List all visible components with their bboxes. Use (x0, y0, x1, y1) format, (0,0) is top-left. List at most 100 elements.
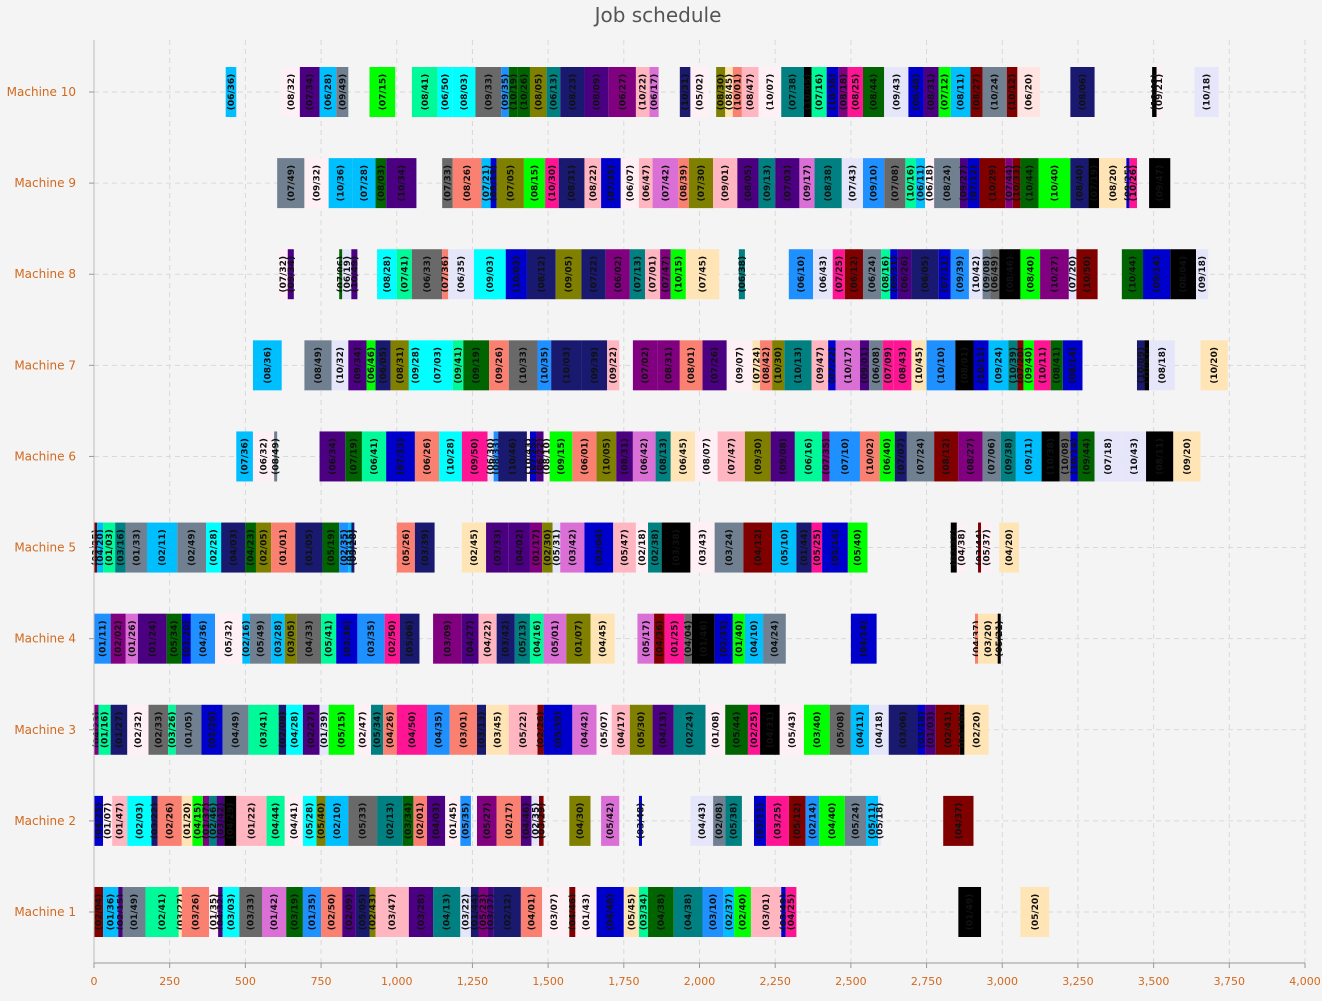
task-rect (319, 704, 329, 755)
task-label: (05/24) (851, 803, 861, 840)
task-bar: (07/19) (345, 431, 362, 482)
task-label: (10/15) (674, 256, 684, 293)
task-bar: (02/10) (325, 795, 349, 846)
x-tick-label: 2,750 (911, 975, 943, 988)
task-label: (09/44) (1082, 438, 1092, 475)
task-rect (399, 613, 420, 664)
task-label: (03/45) (493, 711, 503, 748)
task-label: (08/45) (725, 74, 735, 111)
task-bar: (03/25) (92, 522, 102, 573)
task-bar: (06/50) (437, 67, 453, 117)
task-bar: (03/34) (402, 795, 414, 846)
task-bar: (10/03) (551, 340, 582, 391)
task-bar: (06/26) (897, 249, 912, 300)
task-bar: (03/10) (702, 887, 724, 937)
task-bar: (04/31) (760, 704, 780, 755)
task-label: (07/20) (1016, 347, 1026, 384)
task-rect (271, 522, 296, 573)
task-label: (09/43) (892, 74, 902, 111)
task-rect (803, 704, 830, 755)
task-bar: (01/11) (94, 613, 111, 664)
task-bar: (08/36) (252, 340, 282, 391)
task-label: (04/26) (386, 711, 396, 748)
task-bar: (10/46) (498, 431, 527, 482)
task-rect (411, 67, 438, 117)
task-rect (1126, 158, 1130, 209)
task-bar: (06/46) (366, 340, 377, 391)
task-bar: (04/46) (568, 887, 578, 937)
task-label: (09/31) (890, 256, 900, 293)
task-rect (1017, 340, 1024, 391)
task-rect (1041, 431, 1060, 482)
task-rect (934, 158, 960, 209)
task-label: (10/44) (1025, 165, 1035, 202)
task-bar: (04/38) (648, 887, 674, 937)
task-label: (07/18) (1104, 438, 1114, 475)
task-bar: (07/16) (811, 67, 827, 117)
task-label: (03/09) (443, 620, 453, 657)
task-label: (10/13) (794, 347, 804, 384)
task-bar: (10/09) (1137, 340, 1147, 391)
task-bar: (05/26) (396, 522, 415, 573)
task-rect (982, 67, 1007, 117)
task-label: (04/24) (770, 620, 780, 657)
task-rect (514, 613, 530, 664)
task-bar: (03/26) (168, 704, 178, 755)
task-label: (10/26) (520, 74, 530, 111)
task-bar: (05/28) (349, 522, 359, 573)
task-bar: (05/13) (514, 613, 530, 664)
task-rect (529, 522, 543, 573)
task-rect (278, 249, 288, 300)
task-bar: (07/32) (278, 249, 289, 300)
task-label: (03/38) (672, 529, 682, 566)
task-bar: (09/22) (607, 340, 620, 391)
task-label: (08/05) (534, 74, 544, 111)
task-bar: (10/05) (804, 67, 814, 117)
task-bar: (03/20) (181, 613, 192, 664)
task-bar: (08/46) (999, 249, 1021, 300)
task-bar: (08/01) (679, 340, 703, 391)
task-rect (501, 67, 509, 117)
task-rect (137, 613, 167, 664)
task-label: (03/36) (343, 620, 353, 657)
task-label: (03/22) (151, 803, 161, 840)
task-rect (98, 704, 111, 755)
task-bar: (08/04) (1170, 249, 1197, 300)
task-bar: (05/01) (543, 613, 567, 664)
task-bar: (05/06) (399, 613, 420, 664)
task-rect (1173, 431, 1201, 482)
task-rect (103, 522, 116, 573)
task-rect (890, 249, 898, 300)
task-label: (02/37) (725, 894, 735, 931)
task-rect (664, 613, 685, 664)
task-bar: (09/19) (463, 340, 490, 391)
task-bar: (03/35) (357, 613, 385, 664)
task-rect (632, 340, 658, 391)
task-label: (06/28) (324, 74, 334, 111)
task-rect (1170, 249, 1197, 300)
task-bar: (08/28) (377, 249, 397, 300)
task-rect (236, 795, 267, 846)
task-bar: (08/11) (950, 67, 971, 117)
task-rect (271, 613, 285, 664)
task-bar: (03/05) (284, 613, 297, 664)
task-label: (04/20) (1005, 529, 1015, 566)
task-label: (07/03) (783, 165, 793, 202)
task-bar: (07/08) (884, 158, 906, 209)
task-label: (08/32) (287, 74, 297, 111)
task-bar: (04/41) (284, 795, 303, 846)
task-rect (336, 613, 358, 664)
task-bar: (10/49) (350, 249, 360, 300)
task-bar: (04/13) (433, 887, 461, 937)
task-label: (07/32) (279, 256, 289, 293)
x-tick-label: 0 (91, 975, 98, 988)
task-rect (375, 340, 391, 391)
task-label: (02/08) (715, 803, 725, 840)
task-bar: (05/28) (302, 795, 317, 846)
task-bar: (09/43) (884, 67, 909, 117)
task-rect (331, 340, 349, 391)
task-label: (04/12) (754, 529, 764, 566)
task-label: (02/35) (340, 529, 350, 566)
task-label: (04/28) (291, 711, 301, 748)
task-bar: (04/16) (529, 613, 544, 664)
